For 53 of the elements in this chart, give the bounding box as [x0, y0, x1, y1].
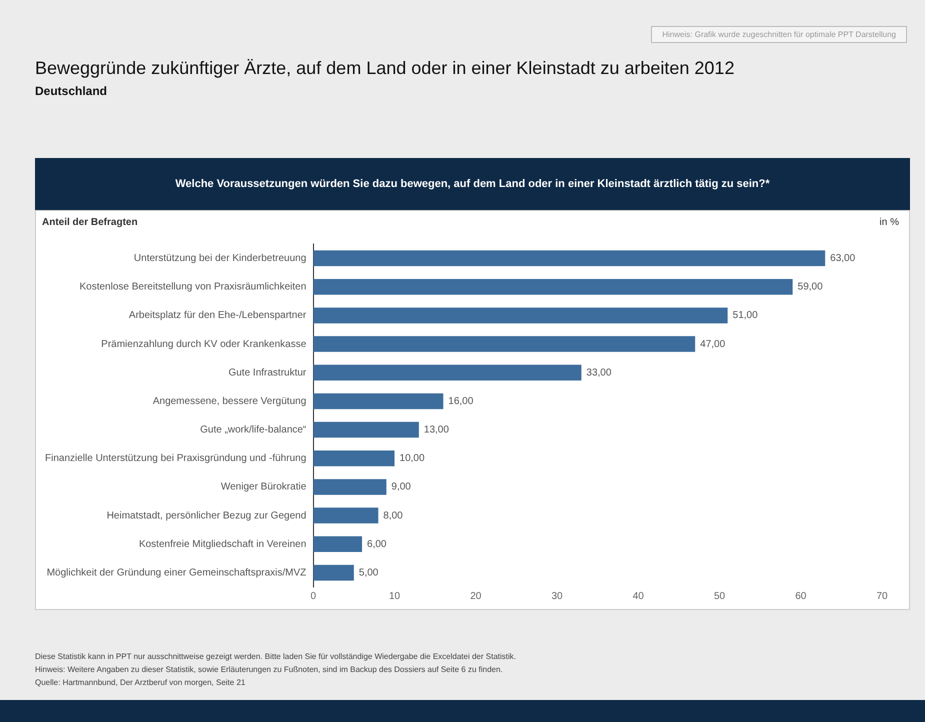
bar	[313, 279, 793, 295]
bar	[313, 336, 696, 352]
x-tick-label: 0	[310, 590, 316, 602]
text: Hinweis: Weitere Angaben zu dieser Statistik, sowie Erläuterungen zu Fußnoten, sind im Backup des Dossiers auf Seite 6 zu finden.	[35, 664, 504, 676]
x-tick-label: 20	[470, 590, 482, 602]
x-axis-title: in %	[880, 217, 899, 228]
bar	[313, 364, 582, 380]
y-tick-label: Kostenfreie Mitgliedschaft in Vereinen	[138, 538, 306, 550]
y-tick-label: Finanzielle Unterstützung bei Praxisgründung und -führung	[44, 453, 306, 464]
bar	[313, 422, 419, 438]
bar	[313, 450, 395, 466]
bar	[313, 564, 354, 581]
bar	[313, 508, 378, 524]
data-label: 8,00	[383, 510, 404, 522]
y-tick-label: Unterstützung bei der Kinderbetreuung	[134, 253, 306, 264]
data-label: 10,00	[400, 453, 425, 464]
y-tick-label: Gute „work/life-balance“	[200, 424, 306, 436]
y-tick-label: Kostenlose Bereitstellung von Praxisräumlichkeiten	[79, 282, 306, 293]
bar	[313, 479, 386, 495]
bar	[313, 393, 444, 410]
text: Deutschland	[35, 84, 108, 98]
data-label: 16,00	[448, 396, 474, 407]
y-tick-label: Heimatstadt, persönlicher Bezug zur Gegend	[106, 510, 306, 522]
data-label: 6,00	[367, 538, 387, 550]
text: Welche Voraussetzungen würden Sie dazu bewegen, auf dem Land oder in einer Kleinstadt ärztlich tätig zu sein?*	[35, 158, 910, 210]
bar	[313, 536, 362, 552]
x-tick-label: 10	[388, 590, 401, 602]
bar	[313, 308, 728, 324]
y-tick-label: Gute Infrastruktur	[228, 367, 307, 378]
y-tick-label: Prämienzahlung durch KV oder Krankenkasse	[101, 338, 307, 350]
text: Hinweis: Grafik wurde zugeschnitten für optimale PPT Darstellung	[651, 26, 907, 43]
x-tick-label: 50	[714, 590, 726, 602]
y-tick-label: Weniger Bürokratie	[220, 482, 307, 493]
data-label: 51,00	[732, 310, 758, 322]
data-label: 47,00	[700, 338, 726, 350]
x-tick-label: 30	[551, 590, 564, 602]
data-label: 33,00	[586, 367, 612, 378]
data-label: 13,00	[424, 424, 450, 436]
bar	[313, 250, 826, 266]
y-tick-label: Möglichkeit der Gründung einer Gemeinschaftspraxis/MVZ	[46, 567, 306, 578]
data-label: 9,00	[391, 482, 412, 493]
x-tick-label: 40	[632, 590, 644, 602]
data-label: 5,00	[358, 567, 379, 578]
y-tick-label: Angemessene, bessere Vergütung	[152, 396, 306, 407]
data-label: 63,00	[830, 253, 856, 264]
data-label: 59,00	[798, 282, 824, 293]
y-tick-label: Arbeitsplatz für den Ehe-/Lebenspartner	[128, 310, 307, 322]
text: Diese Statistik kann in PPT nur ausschnittweise gezeigt werden. Bitte laden Sie für vollständige Wiedergabe die Exceldatei der Statistik.	[35, 651, 516, 663]
chart-title: Beweggründe zukünftiger Ärzte, auf dem Land oder in einer Kleinstadt zu arbeiten 2012	[35, 58, 734, 79]
source-note: Quelle: Hartmannbund, Der Arztberuf von morgen, Seite 21	[35, 677, 246, 689]
y-axis-title: Anteil der Befragten	[42, 217, 138, 228]
x-tick-label: 60	[795, 590, 807, 602]
x-tick-label: 70	[876, 590, 888, 602]
